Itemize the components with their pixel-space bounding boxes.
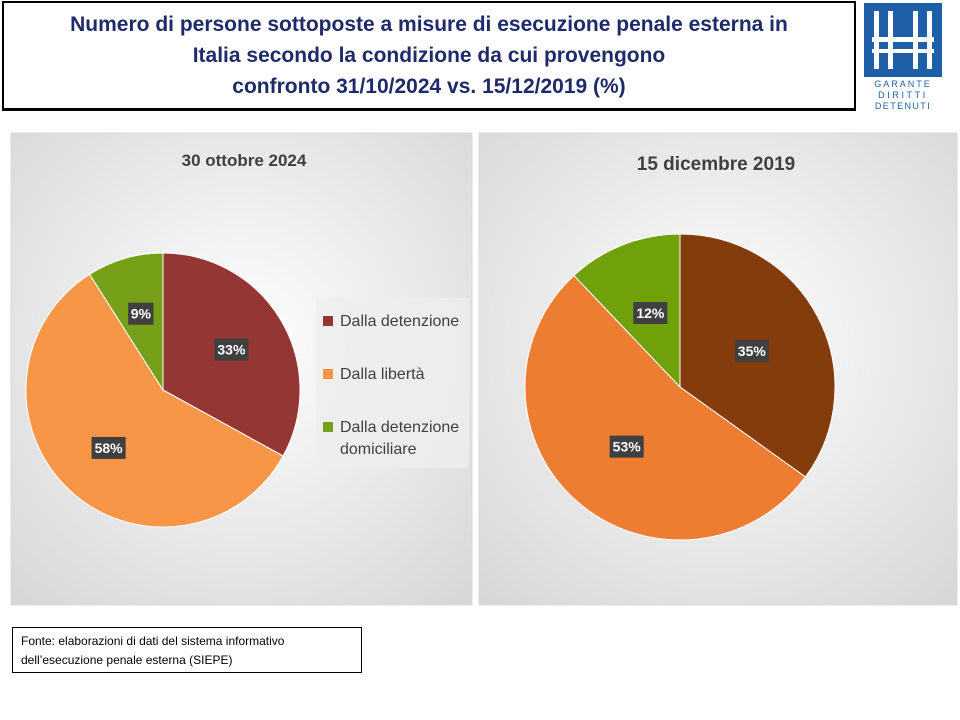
- logo-text-2: DIRITTI: [878, 90, 928, 100]
- page-title: Numero di persone sottoposte a misure di…: [70, 9, 788, 102]
- data-label-box: [91, 436, 126, 459]
- data-label: 53%: [613, 439, 642, 455]
- legend-label: Dalla detenzione: [340, 419, 459, 436]
- logo-text-1: GARANTE: [874, 79, 932, 89]
- pie-2019: 35% 53% 12%: [524, 233, 836, 541]
- pie-slice-dalla-detenzione-domiciliare: [573, 233, 681, 389]
- chart-panel-2024: 30 ottobre 2024 33% 58% 9% Dalla detenzion…: [10, 132, 473, 606]
- garante-logo: GARANTE DIRITTI DETENUTI: [864, 3, 942, 111]
- pie-slice-dalla-libert: [25, 273, 284, 528]
- title-line-1: Numero di persone sottoposte a misure di…: [70, 13, 788, 36]
- pie-slice-dalla-detenzione-domiciliare: [88, 252, 164, 392]
- legend-swatch-dalla-detenzione-domiciliare: [323, 422, 333, 432]
- data-label-box: [214, 338, 249, 361]
- legend-label: domiciliare: [340, 441, 417, 458]
- data-label-box: [734, 339, 769, 362]
- chart-panel-2019: 15 dicembre 2019 35% 53% 12%: [478, 132, 958, 606]
- data-label: 58%: [95, 440, 124, 456]
- data-label-box: [609, 435, 644, 458]
- title-line-2: Italia secondo la condizione da cui prov…: [192, 44, 666, 67]
- source-note: Fonte: elaborazioni di dati del sistema …: [12, 627, 362, 673]
- data-label: 33%: [217, 342, 246, 358]
- data-label: 12%: [636, 305, 665, 321]
- legend-label: Dalla detenzione: [340, 313, 459, 330]
- source-line-1: Fonte: elaborazioni di dati del sistema …: [21, 634, 285, 648]
- legend-swatch-dalla-detenzione: [323, 316, 333, 326]
- chart-title-2024: 30 ottobre 2024: [182, 151, 307, 170]
- title-box: Numero di persone sottoposte a misure di…: [2, 1, 856, 111]
- data-label-box: [633, 302, 668, 325]
- chart-title-2019: 15 dicembre 2019: [637, 154, 795, 175]
- legend-swatch-dalla-libert: [323, 369, 333, 379]
- legend: Dalla detenzione Dalla libertà Dalla deten…: [316, 298, 469, 468]
- source-line-2: dell’esecuzione penale esterna (SIEPE): [21, 653, 233, 667]
- data-label: 9%: [131, 306, 152, 322]
- title-line-3: confronto 31/10/2024 vs. 15/12/2019 (%): [232, 75, 626, 98]
- logo-text-3: DETENUTI: [875, 101, 931, 111]
- data-label-box: [128, 302, 154, 325]
- legend-label: Dalla libertà: [340, 366, 425, 383]
- pie-slice-dalla-libert: [524, 274, 807, 541]
- data-label: 35%: [738, 343, 767, 359]
- pie-2024: 33% 58% 9%: [25, 252, 301, 528]
